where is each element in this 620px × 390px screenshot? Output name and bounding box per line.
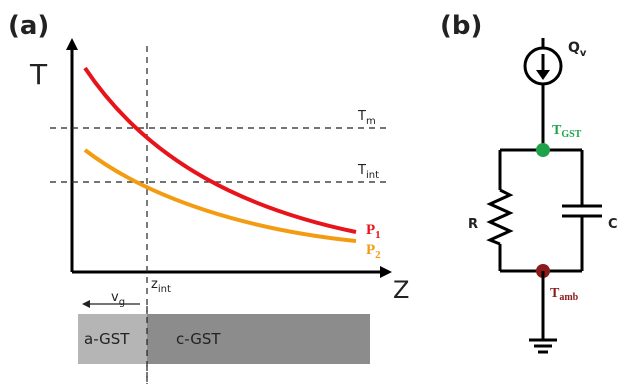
panel-a-label: (a) (8, 11, 49, 41)
tamb-label: Tamb (550, 286, 579, 303)
panel-b-label: (b) (440, 11, 482, 41)
zint-label: zint (151, 277, 171, 295)
crystalline-label: c-GST (176, 330, 221, 348)
x-axis-label: Z (393, 276, 409, 304)
capacitor-label: C (608, 217, 618, 232)
p2-label: P2 (366, 242, 381, 261)
node-tgst (536, 143, 550, 157)
p1-curve (83, 66, 357, 234)
vg-label: vg (111, 290, 125, 308)
tint-label: Tint (357, 163, 379, 181)
amorphous-region (78, 314, 147, 364)
tm-label: Tm (357, 109, 376, 127)
source-label: Qv (568, 40, 587, 59)
source-arrow-head (536, 70, 550, 80)
resistor-label: R (468, 217, 478, 232)
resistor-icon (486, 188, 514, 246)
panel-b: (b) Qv R C TGST Tamb (440, 11, 618, 354)
amorphous-label: a-GST (84, 330, 130, 348)
p2-curve (83, 148, 357, 243)
tgst-label: TGST (552, 123, 582, 140)
y-axis-label: T (29, 58, 48, 91)
panel-a: (a) T Z Tm Tint P1 P2 zint vg a-GST c-GS… (8, 11, 409, 384)
p1-label: P1 (366, 222, 381, 241)
crystalline-region (147, 314, 370, 364)
